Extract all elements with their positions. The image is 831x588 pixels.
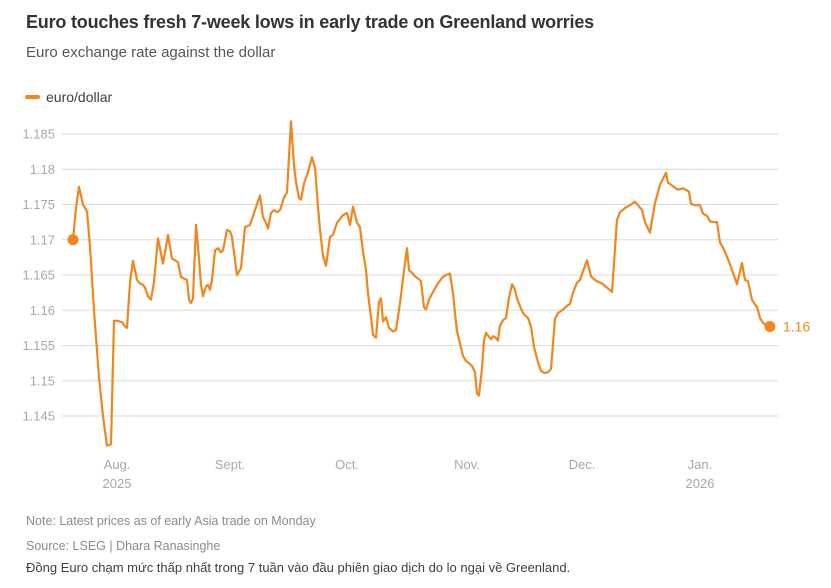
caption-vietnamese: Đồng Euro chạm mức thấp nhất trong 7 tuầ… [26,560,571,575]
x-tick-label: Sept. [215,457,245,472]
y-tick-label: 1.145 [22,409,55,424]
chart-subtitle: Euro exchange rate against the dollar [26,44,276,61]
y-tick-label: 1.165 [22,268,55,283]
x-tick-year-label: 2025 [103,476,132,491]
y-tick-label: 1.155 [22,338,55,353]
legend: euro/dollar [25,89,112,105]
legend-label: euro/dollar [46,89,113,105]
y-tick-label: 1.16 [30,303,55,318]
note-text: Note: Latest prices as of early Asia tra… [26,514,316,528]
source-text: Source: LSEG | Dhara Ranasinghe [26,539,221,553]
start-dot [67,234,79,246]
x-tick-label: Oct. [335,457,359,472]
y-tick-label: 1.185 [22,127,55,142]
y-tick-label: 1.175 [22,197,55,212]
y-tick-label: 1.18 [30,162,55,177]
y-tick-label: 1.17 [30,232,55,247]
x-tick-label: Jan. [688,457,713,472]
x-tick-label: Dec. [569,457,596,472]
end-dot [764,320,776,332]
legend-line-swatch-icon [25,95,40,99]
x-tick-year-label: 2026 [686,476,715,491]
x-tick-label: Aug. [104,457,131,472]
y-tick-label: 1.15 [30,373,55,388]
price-line [71,120,772,447]
page-title: Euro touches fresh 7-week lows in early … [26,12,594,32]
x-tick-label: Nov. [454,457,480,472]
last-price-label: 1.16 [783,318,810,334]
